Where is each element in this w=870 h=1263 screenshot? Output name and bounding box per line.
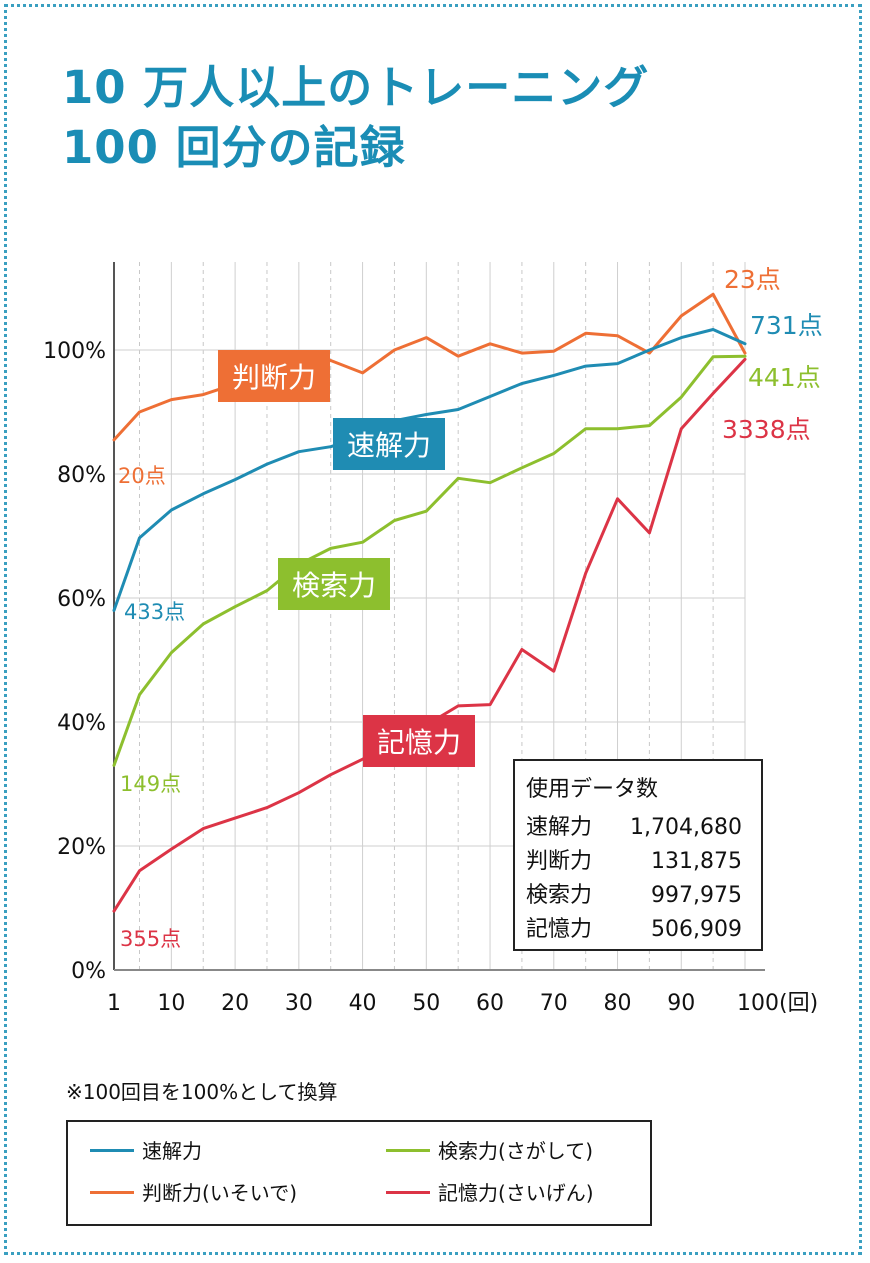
start-value-label-memory: 355点 (120, 927, 181, 951)
legend-label-search: 検索力(さがして) (438, 1139, 594, 1163)
x-tick-label: 1 (107, 991, 121, 1016)
y-tick-label: 100% (43, 339, 106, 364)
data-count-name: 検索力 (526, 883, 592, 908)
legend-swatch-memory (386, 1191, 430, 1194)
legend-label-speed: 速解力 (142, 1139, 202, 1163)
series-box-judgement (218, 350, 330, 402)
start-value-label-judgement: 20点 (118, 464, 166, 488)
x-tick-label: 40 (349, 991, 377, 1016)
start-value-label-speed: 433点 (124, 600, 185, 624)
title-line-1: 10 万人以上のトレーニング (62, 61, 650, 114)
x-tick-label: 20 (221, 991, 249, 1016)
end-value-label-judgement: 23点 (724, 265, 781, 294)
legend-label-memory: 記憶力(さいげん) (438, 1181, 594, 1205)
x-tick-label: 70 (540, 991, 568, 1016)
legend-swatch-speed (90, 1149, 134, 1152)
data-count-name: 速解力 (526, 815, 592, 840)
series-line-judgement (112, 292, 747, 442)
page-title: 10 万人以上のトレーニング 100 回分の記録 (62, 58, 649, 178)
data-count-name: 記憶力 (526, 917, 592, 942)
legend: 速解力 検索力(さがして) 判断力(いそいで) 記憶力(さいげん) (66, 1120, 652, 1226)
series-box-label-speed: 速解力 (347, 429, 431, 462)
legend-swatch-judgement (90, 1191, 134, 1194)
legend-item-judgement: 判断力(いそいで) (90, 1180, 297, 1206)
data-count-value: 997,975 (651, 883, 742, 908)
line-chart: 0% 20% 40% 60% 80% 100% 1 10 20 30 40 50 60 70 80 90 100… (43, 262, 823, 1016)
series-box-search (278, 558, 390, 610)
legend-item-speed: 速解力 (90, 1138, 202, 1164)
data-count-value: 131,875 (651, 849, 742, 874)
series-line-speed (112, 328, 747, 612)
x-tick-label: 90 (667, 991, 695, 1016)
series-box-label-memory: 記憶力 (377, 726, 461, 759)
legend-item-search: 検索力(さがして) (386, 1138, 593, 1164)
series-line-search (112, 354, 747, 767)
y-tick-label: 40% (57, 711, 106, 736)
x-tick-label: 30 (285, 991, 313, 1016)
x-tick-label: 100(回) (737, 991, 818, 1016)
x-tick-label: 50 (412, 991, 440, 1016)
y-tick-label: 60% (57, 587, 106, 612)
data-count-value: 506,909 (651, 917, 742, 942)
data-count-value: 1,704,680 (630, 815, 742, 840)
series-box-label-judgement: 判断力 (232, 361, 316, 394)
legend-label-judgement: 判断力(いそいで) (142, 1181, 298, 1205)
x-tick-label: 60 (476, 991, 504, 1016)
data-count-name: 判断力 (526, 849, 592, 874)
end-value-label-speed: 731点 (750, 311, 823, 340)
data-count-box (513, 759, 763, 951)
page-frame (4, 4, 862, 1255)
series-box-label-search: 検索力 (292, 569, 376, 602)
title-line-2: 100 回分の記録 (62, 121, 406, 174)
series-box-speed (333, 418, 445, 470)
y-tick-label: 20% (57, 835, 106, 860)
end-value-label-search: 441点 (748, 363, 821, 392)
legend-item-memory: 記憶力(さいげん) (386, 1180, 594, 1206)
data-count-title: 使用データ数 (526, 777, 658, 802)
series-box-memory (363, 715, 475, 767)
y-tick-label: 80% (57, 463, 106, 488)
conversion-note: ※100回目を100%として換算 (66, 1080, 338, 1104)
y-tick-label: 0% (71, 959, 106, 984)
x-tick-label: 80 (604, 991, 632, 1016)
start-value-label-search: 149点 (120, 772, 181, 796)
legend-swatch-search (386, 1149, 430, 1152)
x-tick-label: 10 (157, 991, 185, 1016)
end-value-label-memory: 3338点 (722, 415, 811, 444)
